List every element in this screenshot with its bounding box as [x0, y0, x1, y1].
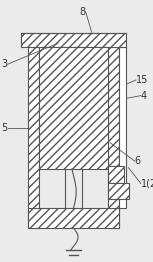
Text: 4: 4	[141, 91, 147, 101]
Bar	[21, 33, 126, 47]
Text: 5: 5	[1, 123, 8, 133]
Bar	[39, 47, 108, 169]
Text: 3: 3	[2, 59, 8, 69]
Bar	[28, 208, 119, 228]
Bar	[28, 47, 39, 228]
Text: 8: 8	[80, 7, 86, 17]
Bar	[108, 166, 124, 183]
Bar	[108, 183, 129, 199]
Text: 1(2): 1(2)	[141, 178, 153, 188]
Text: 6: 6	[135, 156, 141, 166]
Bar	[108, 47, 119, 228]
Text: 15: 15	[136, 75, 149, 85]
Bar	[119, 47, 126, 208]
